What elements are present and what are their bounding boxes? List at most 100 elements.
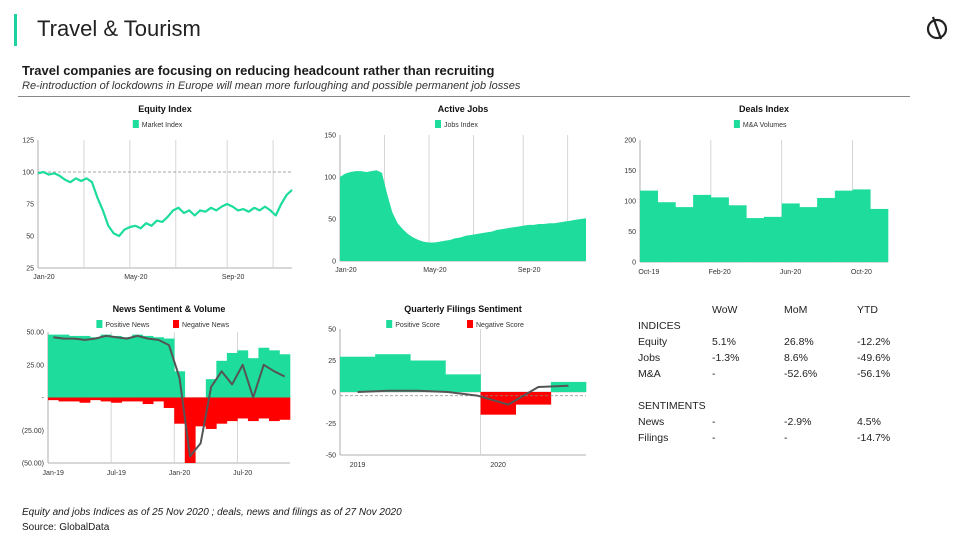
negative-bar [195,397,207,427]
row-wow: -1.3% [712,352,740,364]
deal-bar [657,202,676,262]
x-tick-label: 2020 [490,462,506,469]
y-tick-label: 50.00 [26,330,44,337]
positive-bar [79,335,91,398]
negative-bar [90,397,101,401]
active-jobs-chart: Active Jobs Jobs Index 0 50 100 150 Jan-20 May-… [312,100,602,290]
positive-bar [111,335,122,398]
positive-bar [375,354,411,392]
negative-bar [69,397,80,402]
x-tick-label: Sep-20 [518,267,541,274]
sentiment-line [357,384,569,406]
negative-bar [480,392,517,415]
deal-bar [817,197,836,262]
y-tick-label: 150 [624,168,636,175]
news-sentiment-chart: News Sentiment & Volume Positive News Nega… [10,300,300,485]
y-tick-label: -25 [326,421,336,428]
negative-bar [100,397,112,402]
jobs-area [340,170,586,261]
x-tick-label: Jan-20 [335,267,357,274]
y-tick-label: 50 [26,234,34,241]
row-label: Filings [638,432,669,444]
x-tick-label: Jan-20 [33,274,55,281]
negative-bar [142,397,154,405]
legend-swatch [733,120,740,128]
negative-bar [184,397,196,463]
positive-bar [247,358,259,398]
legend-label: M&A Volumes [743,122,787,129]
row-label: Equity [638,336,668,348]
negative-bar [216,397,228,424]
source-note: Source: GlobalData [22,522,110,533]
row-mom: 8.6% [784,352,808,364]
header-divider [18,96,910,97]
negative-bar [226,397,238,422]
header-mom: MoM [784,304,808,316]
x-tick-label: Oct-19 [638,269,659,276]
legend-label: Negative Score [476,322,524,329]
deals-svg: Deals Index M&A Volumes 0 50 100 150 200 Oct-19… [624,104,889,276]
deal-bar [640,190,659,262]
deal-bar [693,194,712,262]
equity-svg: Equity Index Market Index 25 50 75 100 125 Jan-… [22,104,293,281]
chart-title: Quarterly Filings Sentiment [404,304,522,314]
negative-bar [48,397,59,401]
y-tick-label: 125 [22,138,34,145]
x-tick-label: Jul-20 [233,470,252,477]
positive-bar [121,337,133,398]
positive-bar [90,337,101,398]
row-ytd: -12.2% [857,336,891,348]
jobs-svg: Active Jobs Jobs Index 0 50 100 150 Jan-20 May-… [324,104,586,274]
subheadline: Re-introduction of lockdowns in Europe w… [22,80,521,92]
negative-bar [79,397,91,403]
y-tick-label: 100 [22,170,34,177]
news-svg: News Sentiment & Volume Positive News Nega… [22,304,291,477]
deal-bar [799,207,818,262]
equity-index-chart: Equity Index Market Index 25 50 75 100 125 Jan-… [10,100,300,290]
negative-bar [163,397,175,408]
row-wow: - [712,416,716,428]
y-tick-label: 200 [624,138,636,145]
positive-bar [226,352,238,398]
row-wow: 5.1% [712,336,736,348]
x-tick-label: May-20 [423,267,446,274]
deals-index-chart: Deals Index M&A Volumes 0 50 100 150 200 Oct-19… [614,100,910,290]
y-tick-label: 0 [632,260,636,267]
y-tick-label: 50 [328,217,336,224]
legend-swatch [132,120,139,128]
chart-title: Active Jobs [438,104,489,114]
page-title: Travel & Tourism [37,16,201,41]
row-mom: 26.8% [784,336,814,348]
positive-bar [237,350,249,398]
positive-bar [258,347,270,398]
legend-swatch [386,320,393,328]
chart-title: Equity Index [138,104,192,114]
negative-bar [58,397,70,402]
filings-svg: Quarterly Filings Sentiment Positive Scor… [326,304,587,469]
negative-bar [237,397,249,419]
deal-bar [710,197,729,262]
deal-bar [870,208,889,262]
positive-bar [48,334,59,398]
row-mom: -52.6% [784,368,818,380]
negative-bar [515,392,552,405]
deal-bar [746,218,765,262]
deal-bar [834,190,853,262]
y-tick-label: - [42,395,45,402]
header-ytd: YTD [857,304,878,316]
deal-bar [764,216,783,262]
negative-bar [121,397,133,402]
negative-bar [205,397,217,429]
legend-swatch [173,320,179,328]
row-label: Jobs [638,352,661,364]
row-wow: - [712,432,716,444]
title-accent-bar [14,14,17,46]
deal-bar [852,189,871,262]
negative-bar [153,397,165,402]
positive-bar [410,360,446,392]
row-label: News [638,416,665,428]
y-tick-label: 25 [328,358,336,365]
row-label: M&A [638,368,661,380]
x-tick-label: Jan-19 [43,470,65,477]
x-tick-label: May-20 [124,274,147,281]
